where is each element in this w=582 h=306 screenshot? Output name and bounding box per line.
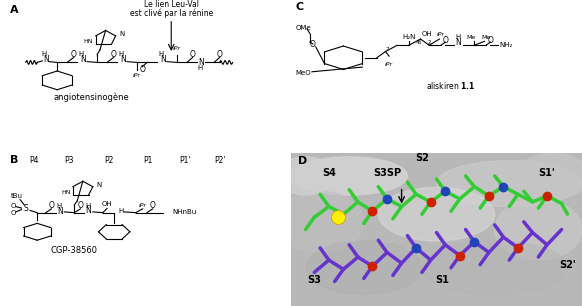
Text: S3SP: S3SP: [373, 168, 401, 178]
Text: iPr: iPr: [139, 203, 147, 207]
Text: O: O: [111, 50, 116, 59]
Text: iPr: iPr: [173, 47, 181, 51]
Text: iPr: iPr: [437, 32, 445, 37]
Ellipse shape: [276, 191, 364, 252]
Text: O: O: [217, 50, 223, 59]
Text: N: N: [97, 182, 102, 188]
Text: O: O: [139, 65, 145, 74]
Ellipse shape: [378, 187, 495, 241]
Text: N: N: [43, 55, 49, 64]
Text: 2: 2: [427, 40, 431, 45]
Text: H₂N: H₂N: [402, 35, 416, 40]
Text: O: O: [10, 210, 16, 216]
Ellipse shape: [495, 199, 582, 260]
Text: H: H: [456, 35, 461, 40]
Text: est clivé par la rénine: est clivé par la rénine: [130, 9, 213, 18]
Ellipse shape: [436, 161, 582, 207]
Text: S: S: [23, 204, 28, 213]
Text: S4: S4: [322, 168, 336, 178]
Text: S2': S2': [559, 260, 576, 270]
Text: HN: HN: [61, 189, 70, 195]
Text: P1': P1': [180, 156, 191, 165]
Text: S1: S1: [435, 275, 449, 285]
Text: P3: P3: [64, 156, 73, 165]
Text: H: H: [159, 51, 164, 57]
Text: H: H: [119, 51, 124, 57]
Text: OH: OH: [422, 31, 432, 37]
Text: N: N: [160, 55, 165, 64]
Text: O: O: [310, 40, 316, 49]
Text: NH₂: NH₂: [499, 42, 512, 48]
Text: O: O: [71, 50, 77, 59]
Text: O: O: [48, 201, 54, 210]
Text: O: O: [10, 203, 16, 209]
Text: O: O: [487, 36, 494, 45]
Text: S1': S1': [539, 168, 555, 178]
Text: aliskiren $\mathbf{1.1}$: aliskiren $\mathbf{1.1}$: [427, 80, 475, 91]
Text: H: H: [42, 51, 47, 57]
Text: NHnBu: NHnBu: [173, 209, 197, 215]
Text: iPr: iPr: [133, 73, 141, 78]
Text: HN: HN: [84, 39, 93, 44]
Text: O: O: [442, 36, 448, 45]
Ellipse shape: [276, 157, 335, 195]
Text: H: H: [86, 203, 91, 209]
Text: B: B: [10, 155, 19, 165]
Text: Me: Me: [481, 35, 491, 40]
Ellipse shape: [306, 241, 422, 294]
Text: P1: P1: [144, 156, 153, 165]
Text: D: D: [298, 156, 307, 166]
Text: P2': P2': [214, 156, 225, 165]
Text: N: N: [198, 58, 204, 67]
Text: angiotensinogène: angiotensinogène: [54, 92, 129, 102]
Text: OMe: OMe: [295, 25, 311, 31]
Text: H: H: [198, 65, 203, 71]
Text: iPr: iPr: [385, 62, 392, 67]
Text: Le lien Leu-Val: Le lien Leu-Val: [144, 0, 198, 9]
Text: Me: Me: [467, 35, 476, 40]
Text: S2: S2: [415, 153, 429, 163]
Ellipse shape: [291, 157, 407, 195]
Text: C: C: [295, 2, 303, 12]
Text: N: N: [119, 31, 125, 37]
Text: P4: P4: [30, 156, 39, 165]
Text: H: H: [119, 208, 124, 214]
Text: S3: S3: [307, 275, 321, 285]
Text: 5: 5: [417, 40, 421, 45]
Text: N: N: [86, 206, 91, 215]
Text: OH: OH: [102, 201, 112, 207]
Ellipse shape: [517, 153, 582, 199]
Text: N: N: [120, 55, 126, 64]
Text: A: A: [10, 5, 19, 15]
Text: H: H: [79, 51, 84, 57]
Text: N: N: [57, 207, 63, 216]
Ellipse shape: [422, 241, 567, 294]
Text: H: H: [57, 203, 62, 209]
Text: O: O: [77, 201, 83, 210]
Text: MeO: MeO: [295, 69, 311, 76]
Text: N: N: [456, 39, 461, 47]
Text: 4: 4: [415, 40, 419, 45]
Text: P2: P2: [104, 156, 113, 165]
Text: O: O: [190, 50, 196, 59]
Text: N: N: [80, 55, 86, 64]
Text: tBu: tBu: [11, 193, 23, 199]
Text: O: O: [150, 201, 155, 210]
Text: 7: 7: [385, 47, 389, 52]
Text: CGP-38560: CGP-38560: [51, 246, 98, 256]
